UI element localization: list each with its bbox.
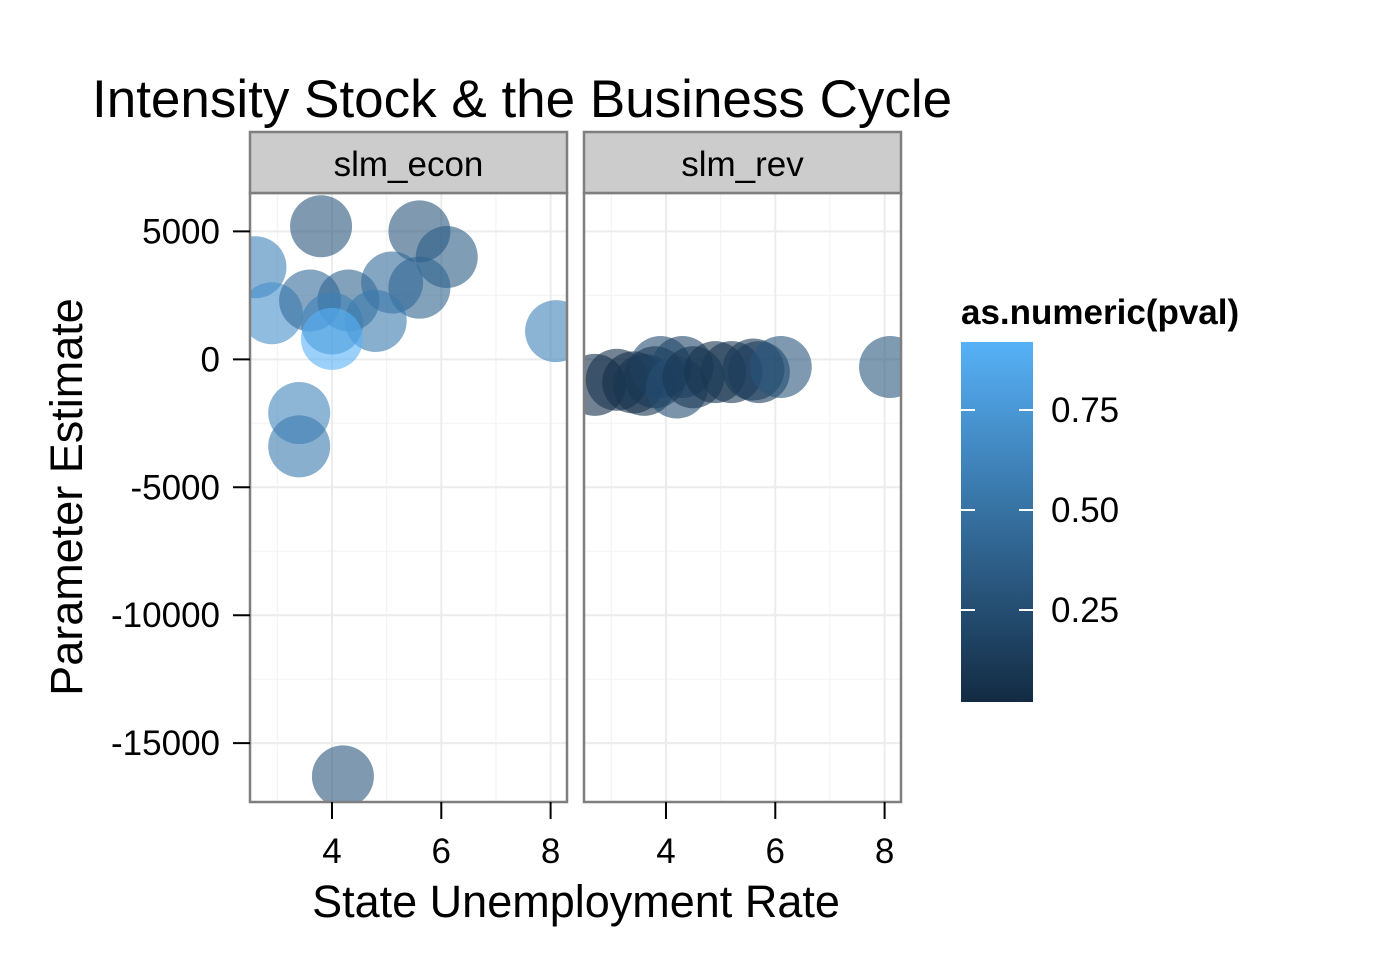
y-tick-label: -15000 (111, 724, 220, 763)
color-legend: as.numeric(pval) 0.75 0.50 0.25 (961, 293, 1239, 702)
legend-tick-label: 0.25 (1051, 591, 1119, 630)
facet-strip-label: slm_econ (334, 145, 484, 184)
data-point (250, 236, 287, 299)
panel-border (582, 191, 903, 804)
facet-panel-slm_rev: slm_rev (582, 130, 903, 804)
data-point (300, 307, 363, 370)
facet-strip (582, 130, 903, 195)
x-axis: 4 6 8 4 6 8 (322, 802, 894, 871)
x-tick-label: 8 (541, 832, 560, 871)
facet-points (584, 336, 901, 419)
legend-tick-label: 0.75 (1051, 391, 1119, 430)
x-tick-label: 4 (656, 832, 675, 871)
data-point (859, 336, 901, 398)
x-tick-label: 6 (432, 832, 451, 871)
y-tick-label: -5000 (130, 468, 220, 507)
y-tick-label: 0 (201, 340, 220, 379)
data-point (749, 336, 812, 398)
data-point (525, 300, 567, 363)
x-axis-label: State Unemployment Rate (312, 876, 840, 927)
chart-title: Intensity Stock & the Business Cycle (92, 70, 952, 129)
legend-title: as.numeric(pval) (961, 293, 1239, 332)
data-point (290, 195, 353, 258)
facet-strip-label: slm_rev (681, 145, 804, 184)
x-tick-label: 8 (875, 832, 894, 871)
data-point (311, 745, 374, 802)
y-tick-label: -10000 (111, 596, 220, 635)
y-tick-label: 5000 (142, 212, 220, 251)
legend-tick-label: 0.50 (1051, 491, 1119, 530)
facet-points (250, 195, 567, 802)
x-tick-label: 6 (766, 832, 785, 871)
legend-ticks: 0.75 0.50 0.25 (961, 391, 1119, 630)
x-tick-label: 4 (322, 832, 341, 871)
legend-colorbar (961, 342, 1033, 702)
data-point (388, 256, 451, 319)
y-axis: 5000 0 -5000 -10000 -15000 (111, 212, 250, 763)
y-axis-label: Parameter Estimate (41, 298, 92, 696)
facet-panel-slm_econ: slm_econ (248, 130, 569, 804)
facet-panels: slm_econ slm_rev (248, 130, 903, 804)
data-point (268, 415, 331, 478)
facet-strip (248, 130, 569, 195)
